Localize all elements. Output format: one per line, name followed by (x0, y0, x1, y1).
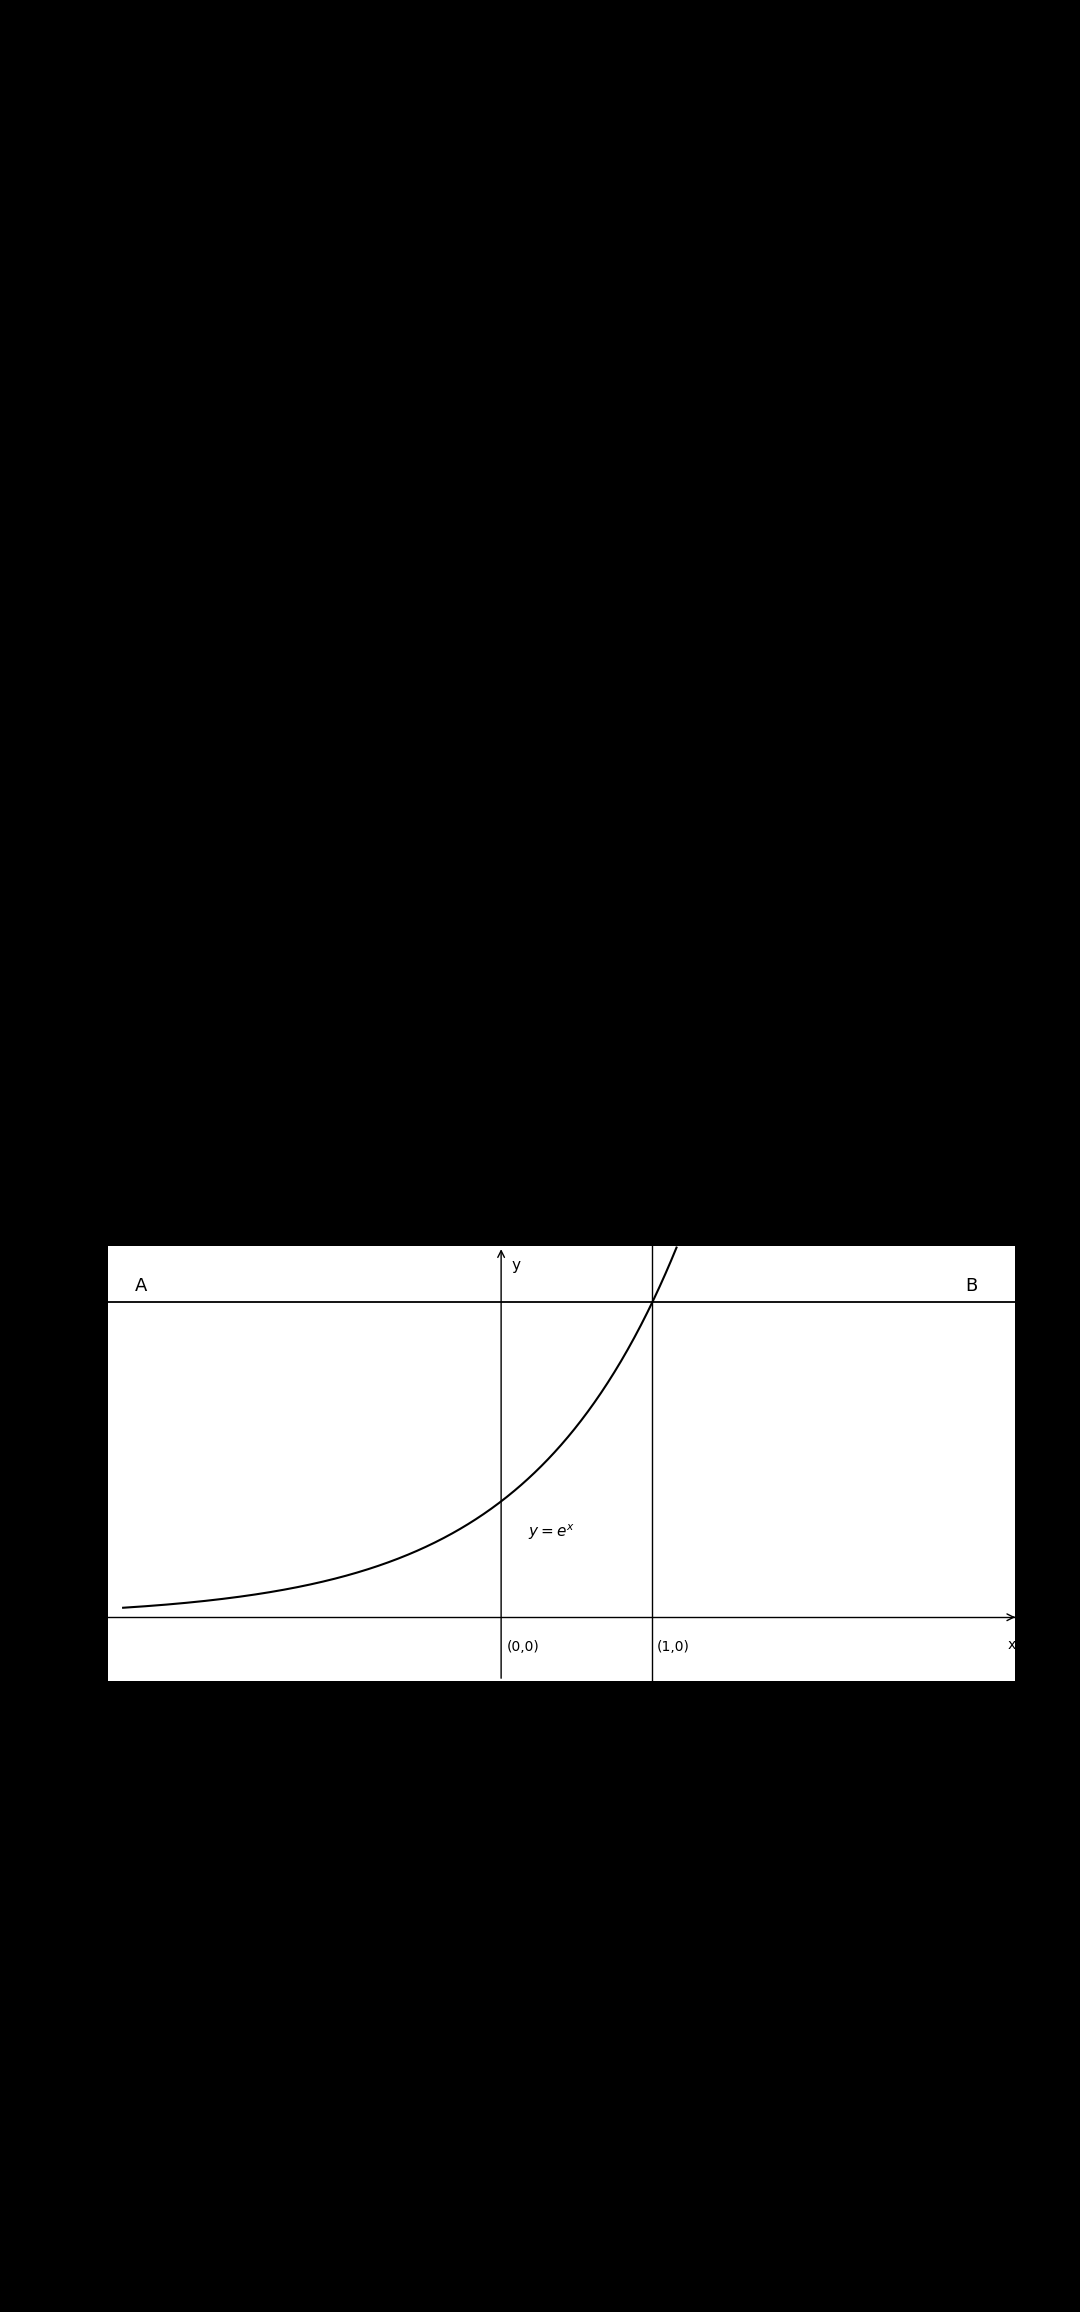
Text: $y = e^x$: $y = e^x$ (528, 1524, 575, 1542)
Text: line AB. Carefully analyse this region and write: line AB. Carefully analyse this region a… (19, 638, 396, 652)
Text: The region of integration for the double integral of  $f(x, y)$  is given by  $0: The region of integration for the double… (19, 532, 758, 550)
Text: B: B (966, 1276, 977, 1295)
Text: (1,0): (1,0) (657, 1642, 690, 1655)
Text: y: y (512, 1258, 521, 1272)
Text: x: x (1008, 1639, 1016, 1653)
Text: A.    $\iint f(x, y)dA$   as a type 1 region with the correct limits of integrat: A. $\iint f(x, y)dA$ as a type 1 region … (19, 777, 600, 802)
Text: (0,0): (0,0) (508, 1642, 540, 1655)
Text: B.    $\iint f(x, y)dA$   as a type 2 with the correct limits of integration.: B. $\iint f(x, y)dA$ as a type 2 with th… (19, 916, 544, 941)
Text: A: A (135, 1276, 148, 1295)
